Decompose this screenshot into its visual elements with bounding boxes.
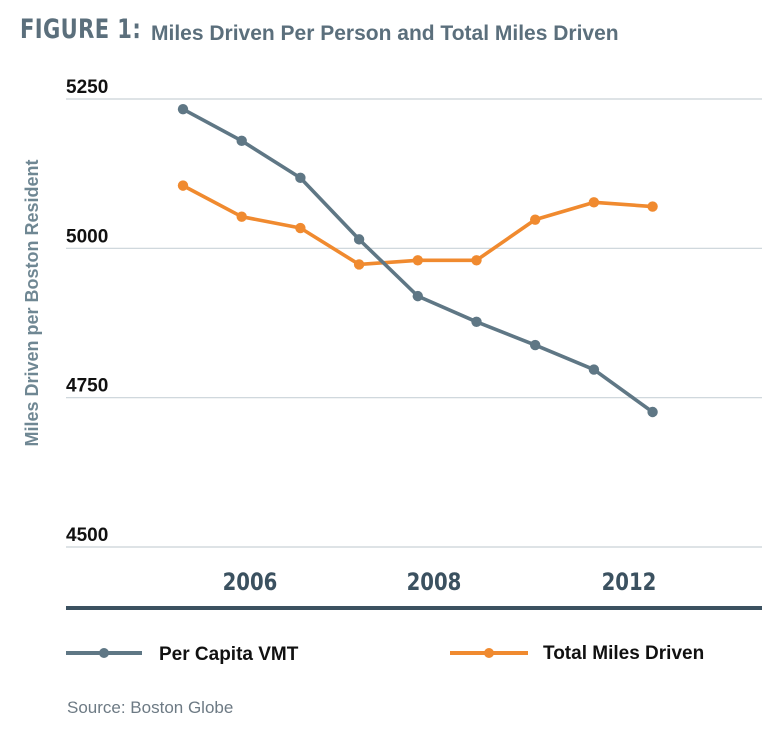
figure-label: FIGURE 1: xyxy=(20,14,142,45)
data-point xyxy=(236,135,247,147)
source-note: Source: Boston Globe xyxy=(67,698,234,717)
data-point xyxy=(588,364,600,375)
series-line xyxy=(182,184,653,267)
data-point xyxy=(471,255,482,266)
data-point xyxy=(353,259,365,270)
legend: Per Capita VMT Total Miles Driven xyxy=(66,643,704,665)
data-point xyxy=(177,103,189,115)
data-point xyxy=(295,222,306,234)
x-tick-label: 2008 xyxy=(407,569,462,596)
data-point xyxy=(471,316,482,328)
x-tick-labels: 2006 2008 2012 xyxy=(223,569,657,596)
legend-label-total: Total Miles Driven xyxy=(543,643,704,664)
data-point xyxy=(353,234,365,245)
x-tick-label: 2012 xyxy=(602,569,657,596)
data-point xyxy=(236,211,247,222)
y-tick-label: 5000 xyxy=(66,226,108,247)
y-tick-label: 4500 xyxy=(66,525,108,546)
data-point xyxy=(412,255,423,266)
x-tick-label: 2006 xyxy=(223,569,278,596)
y-tick-label: 4750 xyxy=(66,376,108,397)
y-axis-label: Miles Driven per Boston Resident xyxy=(22,159,42,446)
y-tick-labels: 5250 5000 4750 4500 xyxy=(66,77,108,546)
series-per-capita-vmt xyxy=(177,103,658,418)
data-point xyxy=(412,290,423,302)
data-point xyxy=(295,172,306,184)
legend-marker-total xyxy=(484,648,494,658)
figure-title: Miles Driven Per Person and Total Miles … xyxy=(151,22,619,45)
data-point xyxy=(177,180,189,191)
legend-label-per-capita: Per Capita VMT xyxy=(159,644,299,665)
legend-marker-per-capita xyxy=(99,648,109,658)
data-point xyxy=(530,214,541,225)
series xyxy=(177,103,658,418)
data-point xyxy=(530,339,541,351)
series-total-miles-driven xyxy=(177,180,658,270)
data-point xyxy=(588,197,600,208)
y-tick-label: 5250 xyxy=(66,77,108,98)
data-point xyxy=(647,201,658,212)
gridlines xyxy=(66,98,762,548)
data-point xyxy=(647,406,658,418)
